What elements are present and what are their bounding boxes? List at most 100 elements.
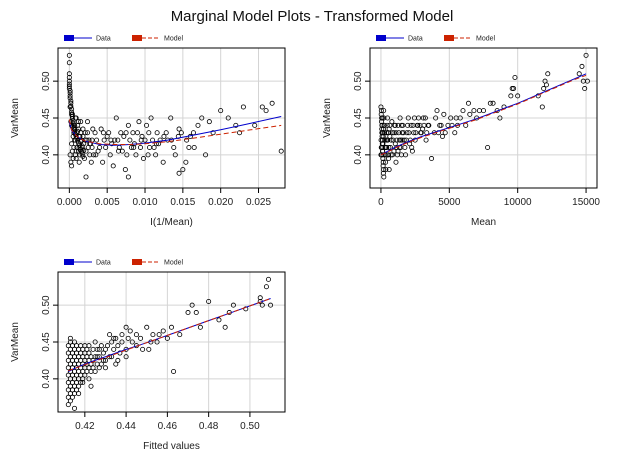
y-tick-label: 0.40 [41, 145, 52, 165]
data-point [69, 111, 75, 117]
data-point [509, 86, 515, 92]
data-point [67, 93, 73, 99]
data-point [80, 376, 86, 382]
data-point [460, 108, 466, 114]
data-point [268, 302, 274, 308]
data-point [399, 130, 405, 136]
x-tick-label: 0.025 [246, 197, 271, 208]
legend-model-swatch [132, 35, 142, 41]
data-point [186, 144, 192, 150]
data-point [382, 137, 388, 143]
data-point [69, 394, 75, 400]
y-axis-title: VarMean [10, 322, 21, 362]
data-point [86, 343, 92, 349]
data-point [243, 306, 249, 312]
data-point [134, 130, 140, 136]
data-point [263, 108, 269, 114]
data-point [218, 108, 224, 114]
data-point [76, 383, 82, 389]
legend-data-label: Data [408, 36, 423, 43]
data-point [381, 115, 387, 121]
y-axis-title: VarMean [322, 98, 333, 138]
data-point [385, 115, 391, 121]
data-point [414, 122, 420, 128]
data-point [278, 148, 284, 154]
data-point [398, 122, 404, 128]
x-tick-label: 0.44 [116, 421, 136, 432]
data-point [391, 130, 397, 136]
data-point [383, 144, 389, 150]
legend-model-label: Model [476, 36, 496, 43]
data-point [512, 74, 518, 80]
data-point [191, 144, 197, 150]
data-point [69, 163, 75, 169]
legend: Data Model [376, 35, 496, 43]
data-point [108, 137, 114, 143]
data-point [85, 130, 91, 136]
data-point [94, 137, 100, 143]
legend-model-label: Model [164, 36, 184, 43]
data-point [146, 130, 152, 136]
data-point [425, 122, 431, 128]
data-point [403, 152, 409, 158]
y-tick-label: 0.45 [41, 108, 52, 128]
data-point [381, 108, 387, 114]
data-point [442, 130, 448, 136]
data-point [383, 130, 389, 136]
data-point [88, 383, 94, 389]
data-point [67, 335, 73, 341]
data-point [401, 137, 407, 143]
data-point [116, 148, 122, 154]
data-point [94, 354, 100, 360]
data-point [69, 141, 75, 147]
data-point [397, 115, 403, 121]
data-point [92, 339, 98, 345]
data-point [74, 387, 80, 393]
data-point [133, 152, 139, 158]
data-point [98, 361, 104, 367]
data-point [127, 328, 133, 334]
x-tick-label: 0.005 [95, 197, 120, 208]
data-point [72, 339, 78, 345]
main-title: Marginal Model Plots - Transformed Model [170, 8, 454, 25]
data-point [409, 148, 415, 154]
data-point [82, 372, 88, 378]
data-point [408, 122, 414, 128]
data-point [144, 324, 150, 330]
data-point [92, 130, 98, 136]
data-point [180, 167, 186, 173]
data-point [396, 130, 402, 136]
data-point [144, 122, 150, 128]
data-point [98, 126, 104, 132]
data-point [121, 133, 127, 139]
data-point [490, 100, 496, 106]
data-point [190, 130, 196, 136]
data-point [72, 122, 78, 128]
data-point [434, 108, 440, 114]
data-point [390, 137, 396, 143]
data-point [78, 119, 84, 125]
data-point [73, 148, 79, 154]
data-point [96, 365, 102, 371]
data-point [71, 144, 77, 150]
data-point [96, 346, 102, 352]
data-point [67, 88, 73, 94]
data-point [106, 130, 112, 136]
data-point [130, 130, 136, 136]
data-point [206, 298, 212, 304]
data-point [97, 144, 103, 150]
data-point [84, 137, 90, 143]
data-point [421, 122, 427, 128]
data-point [67, 95, 73, 101]
data-point [582, 86, 588, 92]
data-point [583, 52, 589, 58]
data-point [389, 119, 395, 125]
data-point [579, 63, 585, 69]
data-point [401, 130, 407, 136]
data-point [103, 144, 109, 150]
data-point [395, 148, 401, 154]
legend: Data Model [64, 259, 184, 267]
data-point [383, 159, 389, 165]
panel-fitted-values: 0.42 0.44 0.46 0.48 0.50 0.40 0.45 0.50 Fitted v… [10, 259, 286, 452]
data-point [380, 163, 386, 169]
